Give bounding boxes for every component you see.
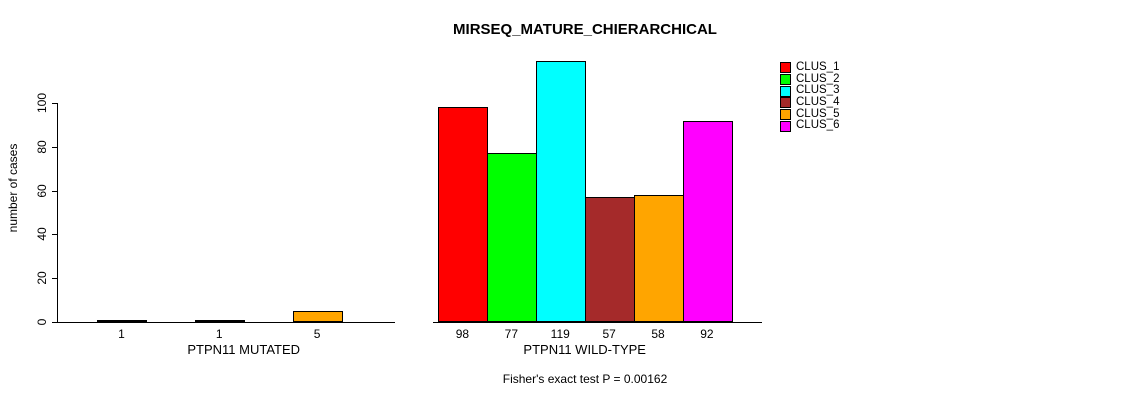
bar-clus_1 — [97, 320, 147, 322]
category-label: PTPN11 MUTATED — [187, 342, 301, 357]
bar-value-label: 98 — [455, 327, 470, 341]
legend-swatch-clus_6 — [780, 120, 791, 132]
chart-title: MIRSEQ_MATURE_CHIERARCHICAL — [453, 21, 717, 38]
legend-label: CLUS_6 — [796, 119, 840, 132]
legend-label: CLUS_3 — [796, 84, 840, 97]
y-tick-mark — [52, 322, 57, 323]
legend-label: CLUS_1 — [796, 61, 840, 73]
legend-label: CLUS_5 — [796, 107, 840, 120]
y-tick-mark — [52, 278, 57, 279]
x-axis-baseline-mutated — [57, 322, 395, 323]
category-label: PTPN11 WILD-TYPE — [523, 342, 646, 357]
legend-row: CLUS_1 — [780, 61, 840, 74]
bar-value-label: 57 — [602, 327, 616, 341]
y-tick-label: 100 — [35, 92, 49, 114]
y-tick-label: 0 — [35, 318, 49, 326]
y-axis-line — [57, 103, 58, 323]
legend: CLUS_1 CLUS_2 CLUS_3 CLUS_4 CLUS_5 CLUS_6 — [780, 61, 840, 132]
bar-value-label: 1 — [118, 327, 125, 341]
bar-clus_5 — [293, 311, 343, 322]
legend-row: CLUS_3 — [780, 85, 839, 97]
bar-value-label: 77 — [504, 327, 519, 341]
legend-row: CLUS_5 — [780, 107, 840, 121]
legend-label: CLUS_2 — [796, 72, 840, 85]
legend-swatch-clus_2 — [780, 74, 791, 86]
y-tick-mark — [52, 234, 57, 235]
legend-row: CLUS_6 — [780, 120, 839, 132]
footnote: Fisher's exact test P = 0.00162 — [502, 372, 668, 386]
legend-label: CLUS_4 — [796, 96, 840, 109]
y-tick-label: 80 — [35, 140, 49, 154]
legend-row: CLUS_2 — [780, 72, 840, 86]
bar-value-label: 5 — [313, 327, 321, 341]
y-axis-label: number of cases — [6, 143, 20, 233]
x-axis-baseline-wildtype — [433, 322, 762, 323]
bar-clus_4 — [585, 197, 635, 322]
y-tick-mark — [52, 103, 57, 104]
y-tick-mark — [52, 191, 57, 192]
legend-swatch-clus_1 — [780, 62, 791, 74]
bar-clus_1 — [438, 107, 488, 322]
legend-swatch-clus_5 — [780, 109, 791, 121]
bar-value-label: 58 — [651, 327, 665, 341]
legend-swatch-clus_3 — [780, 85, 791, 97]
y-tick-label: 40 — [35, 227, 49, 241]
y-tick-label: 20 — [35, 271, 49, 285]
bar-clus_2 — [487, 153, 537, 322]
bar-value-label: 119 — [550, 327, 570, 341]
bar-clus_3 — [195, 320, 245, 322]
legend-row: CLUS_4 — [780, 96, 840, 109]
legend-swatch-clus_4 — [780, 97, 791, 109]
bar-value-label: 92 — [700, 327, 714, 341]
y-tick-label: 60 — [35, 184, 49, 198]
bar-clus_5 — [634, 195, 684, 322]
y-tick-mark — [52, 147, 57, 148]
bar-clus_3 — [536, 61, 586, 322]
bar-value-label: 1 — [215, 327, 223, 341]
bar-clus_6 — [683, 121, 733, 322]
